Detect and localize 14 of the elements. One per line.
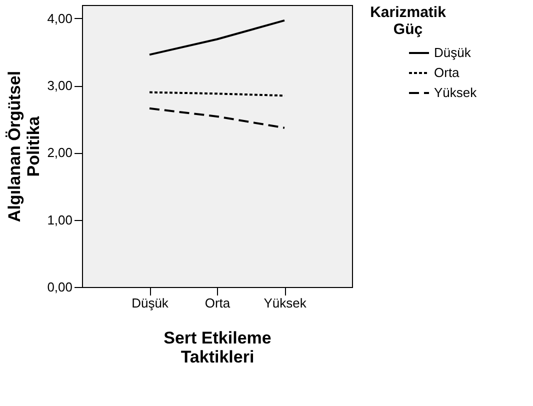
legend-label: Düşük bbox=[434, 45, 472, 60]
x-tick-label: Düşük bbox=[132, 296, 169, 310]
y-tick-label: 2,00 bbox=[47, 145, 72, 160]
y-tick-label: 0,00 bbox=[47, 280, 72, 294]
legend-label: Orta bbox=[434, 65, 460, 80]
x-tick-label: Yüksek bbox=[264, 296, 307, 310]
x-axis-title: Sert Etkileme Taktikleri bbox=[164, 328, 272, 366]
y-tick-label: 4,00 bbox=[47, 10, 72, 26]
y-tick-label: 1,00 bbox=[47, 212, 72, 228]
legend-label: Yüksek bbox=[434, 85, 478, 100]
y-axis-title: Algılanan Örgütsel Politika bbox=[5, 70, 44, 222]
x-tick-label: Orta bbox=[204, 296, 231, 310]
y-tick-label: 3,00 bbox=[47, 78, 72, 94]
legend-title: Karizmatik Güç bbox=[370, 4, 447, 38]
